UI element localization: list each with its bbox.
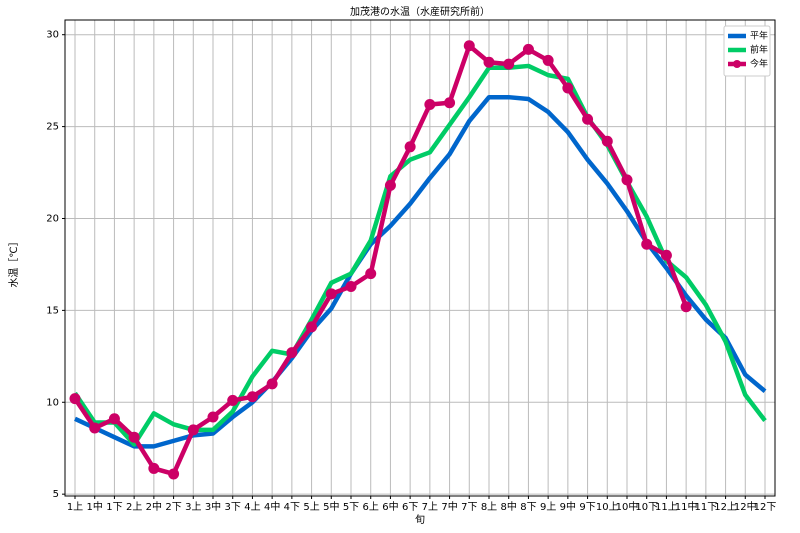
x-tick-label: 5中 xyxy=(323,500,339,513)
data-point xyxy=(365,268,377,280)
data-point xyxy=(522,43,534,55)
x-tick-label: 1上 xyxy=(67,501,83,513)
x-tick-label: 6下 xyxy=(402,502,418,513)
data-point xyxy=(503,58,515,70)
data-point xyxy=(128,431,140,443)
x-tick-label: 12下 xyxy=(754,502,777,513)
y-tick-label: 20 xyxy=(46,213,59,224)
x-tick-label: 11中 xyxy=(675,500,698,513)
series-line xyxy=(74,94,767,449)
x-tick-label: 10上 xyxy=(596,501,619,513)
data-point xyxy=(325,288,337,300)
x-tick-label: 5下 xyxy=(343,502,359,513)
x-tick-label: 12中 xyxy=(734,500,757,513)
data-point xyxy=(266,378,278,390)
x-tick-label: 3中 xyxy=(205,500,221,513)
x-tick-label: 2下 xyxy=(165,502,181,513)
x-tick-label: 4上 xyxy=(244,501,260,513)
x-axis-label: 旬 xyxy=(415,513,425,526)
data-point xyxy=(641,238,653,250)
data-point xyxy=(660,249,672,261)
y-tick-label: 10 xyxy=(46,397,59,408)
data-point xyxy=(601,135,613,147)
data-point xyxy=(384,179,396,191)
data-point xyxy=(582,113,594,125)
y-tick-label: 15 xyxy=(46,305,59,316)
x-tick-label: 1中 xyxy=(87,500,103,513)
y-tick-label: 5 xyxy=(53,489,59,500)
data-point xyxy=(424,99,436,111)
data-point xyxy=(306,321,318,333)
data-point xyxy=(562,82,574,94)
x-tick-label: 7中 xyxy=(441,500,457,513)
data-point xyxy=(345,280,357,292)
x-tick-label: 3下 xyxy=(225,502,241,513)
x-tick-label: 4下 xyxy=(284,502,300,513)
legend-label: 今年 xyxy=(750,58,768,70)
data-point xyxy=(444,97,456,109)
data-point xyxy=(621,174,633,186)
x-tick-label: 11上 xyxy=(655,501,678,513)
y-tick-label: 25 xyxy=(46,122,59,133)
x-tick-label: 8上 xyxy=(481,501,497,513)
x-tick-label: 10下 xyxy=(635,502,658,513)
x-tick-label: 8下 xyxy=(520,502,536,513)
x-tick-label: 2上 xyxy=(126,501,142,513)
x-tick-label: 8中 xyxy=(501,500,517,513)
x-tick-label: 9中 xyxy=(560,500,576,513)
data-point xyxy=(168,468,180,480)
x-tick-label: 6上 xyxy=(363,501,379,513)
data-point xyxy=(89,422,101,434)
y-axis-label: 水温［℃］ xyxy=(8,236,20,287)
data-point xyxy=(463,40,475,52)
data-point xyxy=(227,394,239,406)
y-tick-label: 30 xyxy=(46,30,59,41)
x-tick-label: 11下 xyxy=(694,502,717,513)
x-tick-label: 9上 xyxy=(540,501,556,513)
series-line xyxy=(73,43,689,477)
data-point xyxy=(108,413,120,425)
legend-marker xyxy=(733,60,741,68)
data-point xyxy=(286,347,298,359)
x-tick-label: 6中 xyxy=(382,500,398,513)
data-point xyxy=(207,411,219,423)
x-tick-label: 3上 xyxy=(185,501,201,513)
x-tick-label: 2中 xyxy=(146,500,162,513)
x-tick-label: 7下 xyxy=(461,502,477,513)
data-point xyxy=(542,54,554,66)
x-tick-label: 12上 xyxy=(714,501,737,513)
x-tick-label: 4中 xyxy=(264,500,280,513)
chart-title: 加茂港の水温（水産研究所前） xyxy=(350,5,490,18)
x-tick-label: 10中 xyxy=(616,500,639,513)
x-tick-label: 5上 xyxy=(303,501,319,513)
plot-frame xyxy=(64,19,776,497)
legend-label: 平年 xyxy=(750,30,768,42)
x-tick-label: 1下 xyxy=(106,502,122,513)
data-point xyxy=(148,462,160,474)
data-point xyxy=(404,141,416,153)
x-tick-label: 9下 xyxy=(579,502,595,513)
x-tick-label: 7上 xyxy=(422,501,438,513)
data-point xyxy=(69,393,81,405)
data-point xyxy=(187,424,199,436)
data-point xyxy=(246,391,258,403)
data-point xyxy=(680,301,692,313)
data-point xyxy=(483,56,495,68)
legend-label: 前年 xyxy=(750,44,768,56)
